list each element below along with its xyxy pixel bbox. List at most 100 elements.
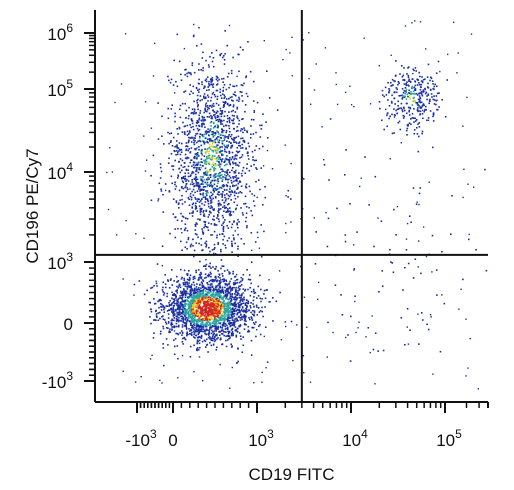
event-dot (189, 84, 191, 86)
event-dot (268, 279, 270, 281)
event-dot (197, 340, 199, 343)
event-dot (242, 336, 244, 338)
event-dot (248, 185, 251, 188)
event-dot (190, 141, 193, 143)
event-dot (201, 165, 204, 167)
event-dot (244, 304, 247, 306)
event-dot (190, 90, 192, 93)
event-dot (194, 191, 196, 194)
event-dot (212, 337, 214, 340)
event-dot (208, 299, 210, 301)
event-dot (215, 327, 218, 330)
event-dot (412, 277, 415, 279)
event-dot (220, 290, 222, 292)
event-dot (205, 240, 208, 243)
event-dot (208, 112, 211, 115)
event-dot (198, 342, 201, 345)
event-dot (396, 88, 398, 91)
event-dot (166, 310, 169, 312)
event-dot (215, 303, 217, 306)
event-dot (223, 308, 226, 311)
event-dot (175, 302, 177, 305)
event-dot (200, 244, 203, 246)
event-dot (218, 172, 220, 175)
event-dot (216, 84, 218, 86)
event-dot (154, 303, 156, 305)
event-dot (209, 137, 211, 140)
event-dot (254, 241, 257, 243)
event-dot (391, 94, 393, 97)
event-dot (427, 328, 430, 331)
event-dot (336, 207, 338, 210)
event-dot (246, 131, 248, 134)
event-dot (222, 317, 224, 320)
event-dot (229, 317, 232, 319)
event-dot (238, 308, 240, 311)
event-dot (213, 320, 215, 323)
event-dot (226, 146, 228, 149)
event-dot (187, 196, 190, 199)
event-dot (191, 171, 194, 173)
event-dot (209, 202, 212, 204)
event-dot (422, 117, 424, 120)
axes (94, 10, 488, 403)
event-dot (204, 198, 207, 201)
event-dot (216, 164, 218, 167)
event-dot (233, 141, 235, 143)
event-dot (196, 233, 198, 236)
event-dot (247, 152, 249, 154)
event-dot (185, 190, 188, 193)
event-dot (191, 62, 194, 64)
event-dot (200, 293, 203, 296)
event-dot (219, 121, 222, 123)
event-dot (195, 328, 197, 330)
event-dot (239, 91, 242, 93)
event-dot (194, 173, 197, 176)
event-dot (248, 330, 251, 333)
event-dot (221, 193, 224, 195)
event-dot (244, 195, 247, 198)
event-dot (201, 323, 203, 326)
event-dot (441, 251, 443, 253)
event-dot (183, 289, 185, 291)
event-dot (180, 304, 183, 306)
event-dot (235, 310, 238, 312)
event-dot (203, 178, 206, 181)
event-dot (215, 334, 218, 337)
event-dot (405, 91, 407, 93)
event-dot (228, 302, 231, 304)
event-dot (225, 124, 227, 127)
event-dot (224, 310, 226, 312)
event-dot (185, 321, 188, 323)
event-dot (237, 165, 240, 167)
event-dot (265, 289, 268, 291)
event-dot (255, 321, 257, 323)
event-dot (431, 271, 433, 273)
event-dot (212, 174, 215, 176)
event-dot (185, 142, 188, 144)
event-dot (202, 309, 205, 311)
event-dot (186, 124, 189, 127)
event-dot (222, 323, 225, 326)
event-dot (194, 176, 197, 178)
event-dot (430, 76, 432, 79)
event-dot (191, 64, 194, 67)
event-dot (175, 317, 178, 320)
event-dot (196, 157, 198, 160)
event-dot (175, 145, 177, 148)
event-dot (182, 283, 185, 286)
event-dot (224, 100, 227, 103)
event-dot (218, 290, 221, 293)
event-dot (233, 238, 235, 241)
event-dot (196, 295, 199, 297)
event-dot (202, 122, 204, 125)
event-dot (223, 313, 226, 316)
tick-label: 104 (342, 427, 368, 450)
event-dot (285, 231, 287, 234)
event-dot (232, 122, 234, 125)
event-dot (409, 107, 412, 110)
event-dot (218, 161, 220, 164)
event-dot (241, 154, 244, 156)
event-dot (419, 100, 421, 102)
event-dot (174, 146, 176, 148)
